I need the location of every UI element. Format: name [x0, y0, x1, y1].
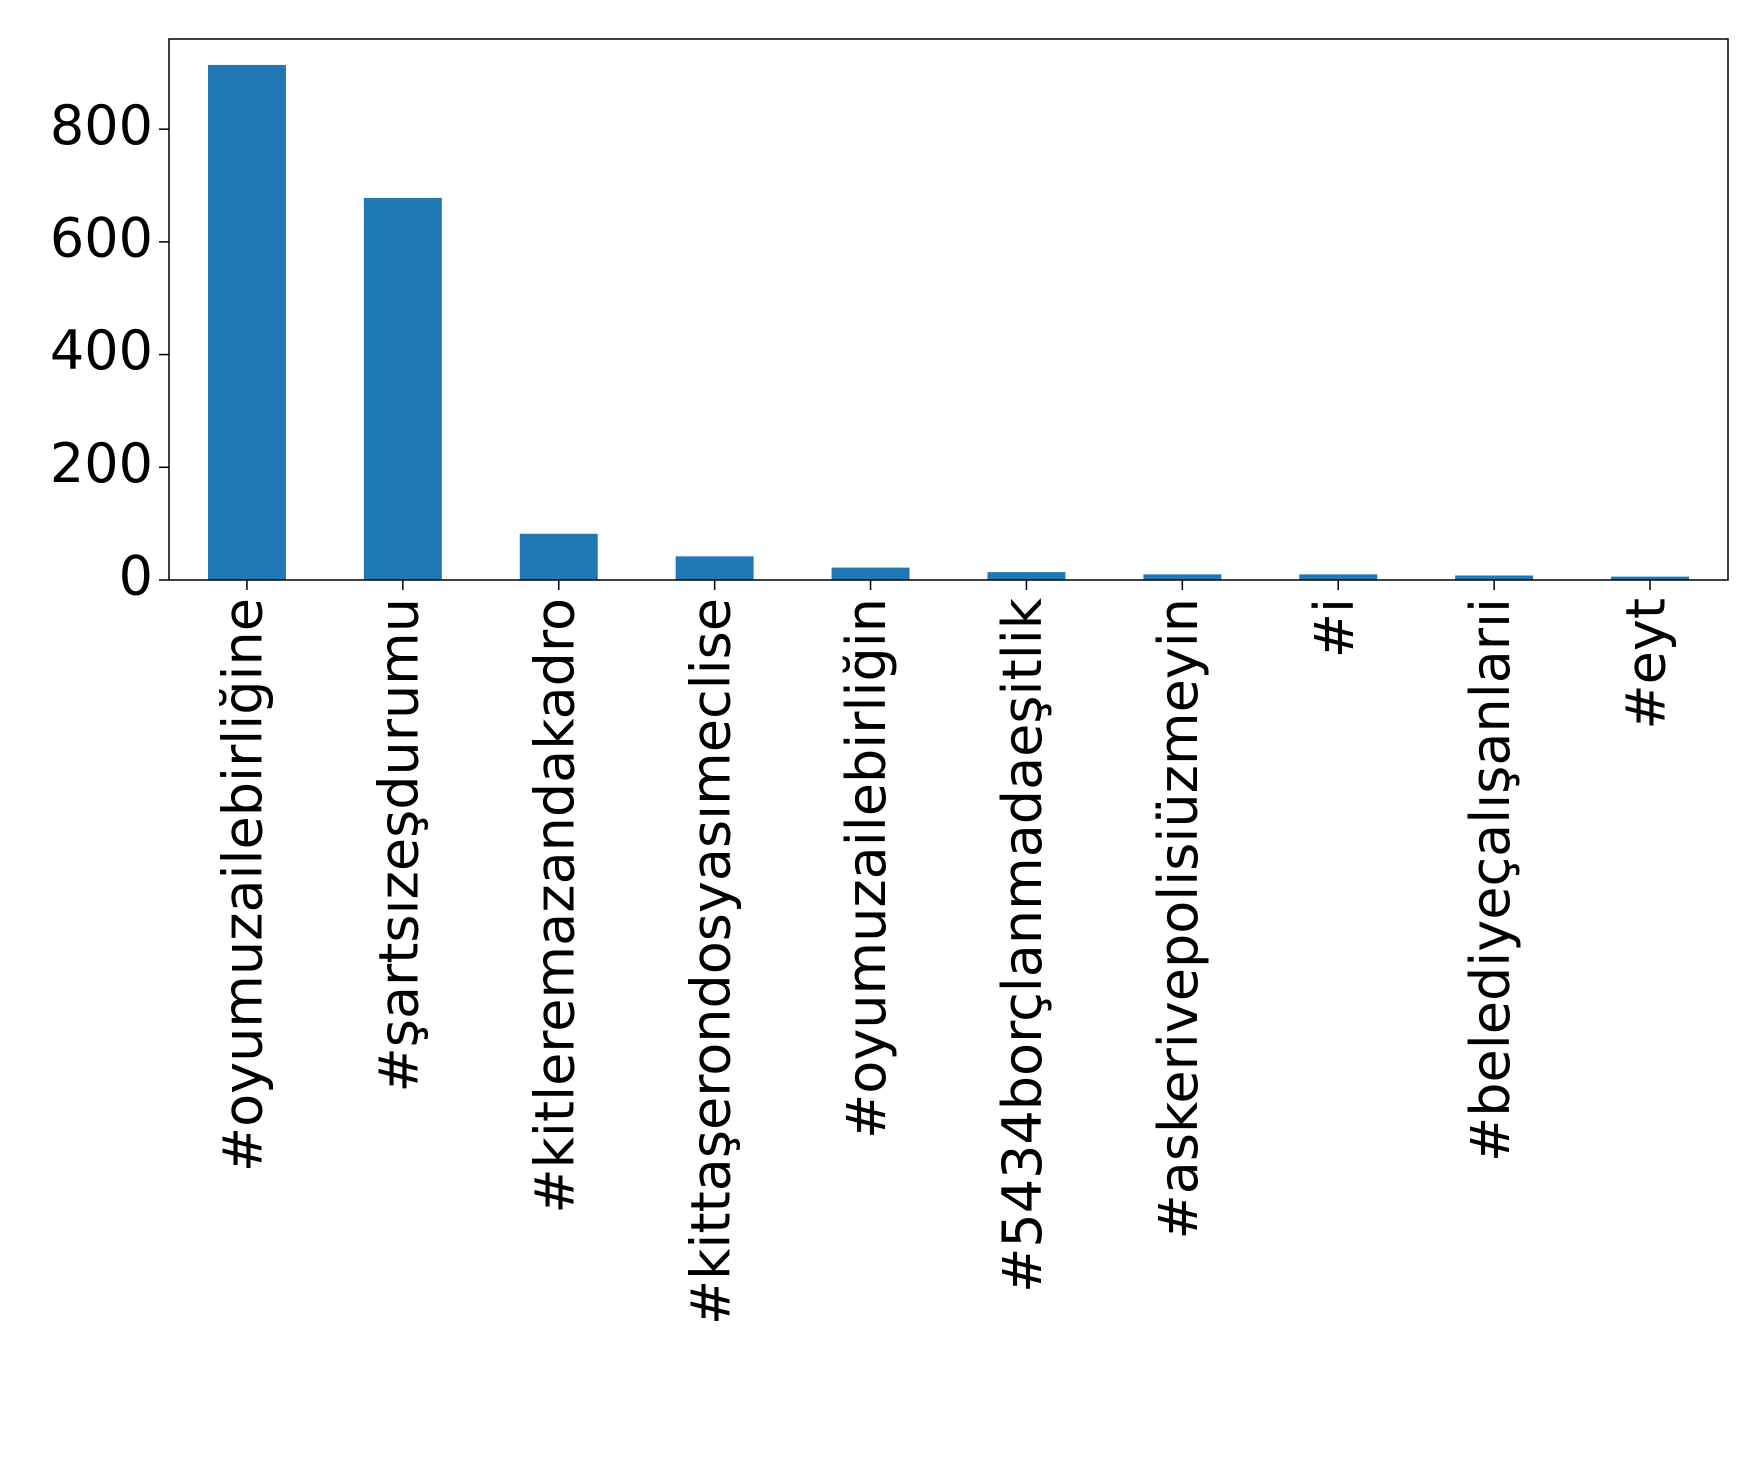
bar [831, 567, 910, 580]
x-tick-label: #belediyeçalışanlarıi [1459, 598, 1522, 1162]
bar [1455, 575, 1534, 580]
bar [987, 572, 1066, 580]
bar [1611, 576, 1690, 580]
x-tick-label: #i [1303, 598, 1366, 658]
x-tick-label: #oyumuzailebirliğine [212, 598, 275, 1172]
bar [675, 556, 754, 580]
y-tick-label: 200 [50, 432, 153, 495]
bar [1299, 574, 1378, 580]
y-tick-label: 600 [50, 207, 153, 270]
bar [207, 64, 286, 581]
y-tick-label: 400 [50, 319, 153, 382]
x-tick-label: #kitleremazandakadro [523, 598, 586, 1214]
x-tick-label: #oyumuzailebirliğin [835, 598, 898, 1139]
bar [519, 533, 598, 580]
y-tick-label: 0 [119, 545, 153, 608]
x-tick-label: #eyt [1615, 598, 1678, 730]
plot-frame [168, 38, 1729, 581]
bar [363, 197, 442, 580]
x-tick-label: #askerivepolisiüzmeyin [1147, 598, 1210, 1239]
x-tick-label: #şartsızeşdurumu [367, 598, 430, 1092]
x-tick-label: #kittaşerondosyasımeclise [679, 598, 742, 1325]
y-tick-label: 800 [50, 94, 153, 157]
x-tick-label: #5434borçlanmadaeşitlik [991, 597, 1054, 1293]
bar [1143, 574, 1222, 580]
